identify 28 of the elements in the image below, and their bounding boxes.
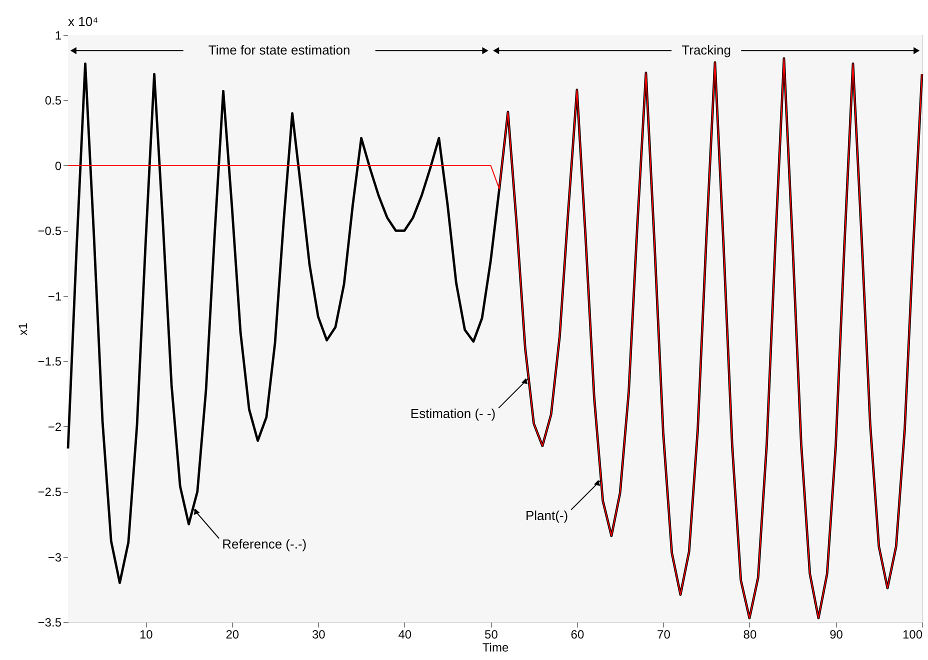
y-axis-title: x1 [16,322,30,336]
text: x 10⁴ [68,14,98,29]
y-tick-label: 0 [54,158,62,173]
x-tick-label: 10 [139,628,154,642]
band-label: Time for state estimation [208,42,350,58]
y-tick-label: −3 [48,550,62,564]
band-label: Tracking [682,42,732,58]
x-tick-label: 20 [226,628,240,642]
x-tick-label: 100 [902,628,923,642]
x-tick-label: 80 [743,628,757,642]
x-tick-label: 50 [484,628,498,642]
y-tick-label: −3.5 [38,616,62,630]
x-tick-label: 70 [657,628,671,642]
y-tick-label: −1.5 [38,354,62,369]
x-tick-label: 40 [398,628,412,642]
annotation: Reference (-.-) [222,536,307,552]
y-tick-label: −2 [48,420,62,434]
annotation: Plant(-) [525,508,568,523]
y-tick-label: 0.5 [44,94,62,108]
y-tick-label: −2.5 [38,485,62,500]
y-tick-label: 1 [54,28,62,42]
annotation: Estimation (- -) [410,406,496,422]
x-tick-label: 30 [312,628,326,642]
x-tick-label: 90 [830,628,844,642]
y-tick-label: −0.5 [38,224,62,238]
x-tick-label: 60 [570,628,584,642]
y-tick-label: −1 [48,289,62,304]
x-axis-title: Time [482,640,509,654]
